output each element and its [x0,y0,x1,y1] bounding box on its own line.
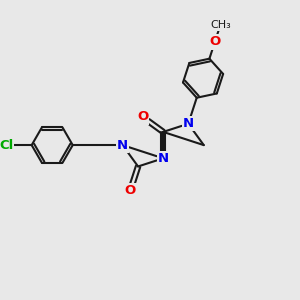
Text: N: N [183,117,194,130]
Text: N: N [117,139,128,152]
Text: N: N [158,152,169,165]
Text: O: O [124,184,136,197]
Text: CH₃: CH₃ [210,20,231,30]
Text: O: O [137,110,148,124]
Text: O: O [209,35,220,49]
Text: N: N [158,152,169,165]
Text: Cl: Cl [0,139,14,152]
